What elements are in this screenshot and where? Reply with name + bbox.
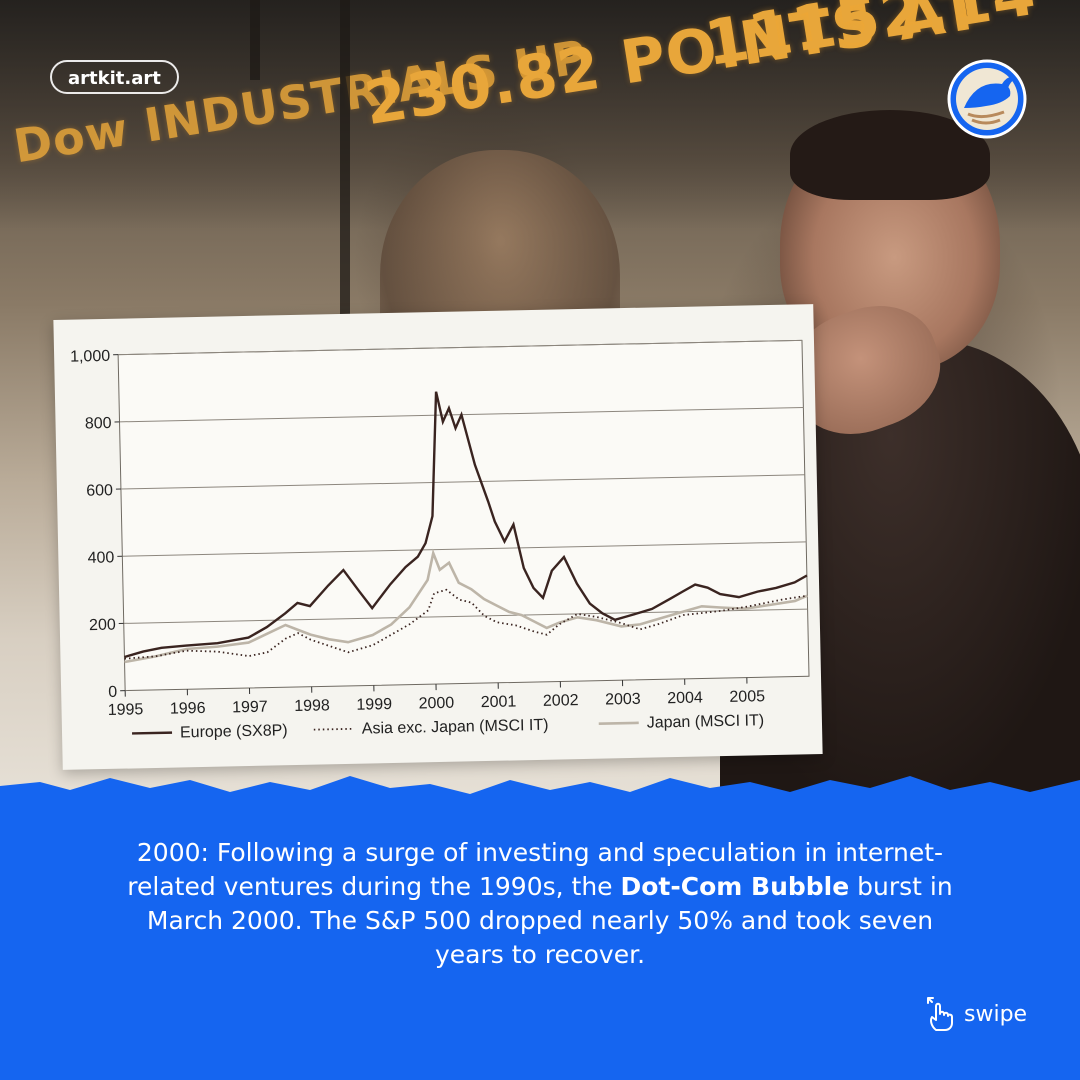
x-tick-label: 2002 xyxy=(543,692,579,710)
swipe-hint[interactable]: swipe xyxy=(926,994,1027,1034)
y-tick-label: 1,000 xyxy=(70,348,110,366)
x-tick-label: 2004 xyxy=(667,689,703,707)
x-tick-label: 1996 xyxy=(170,700,206,718)
x-tick-label: 2005 xyxy=(729,688,765,706)
brand-pill[interactable]: artkit.art xyxy=(50,60,179,94)
legend-swatch xyxy=(313,727,354,731)
y-tick-label: 600 xyxy=(86,482,113,500)
y-tick-label: 200 xyxy=(89,617,116,635)
caption-highlight: Dot-Com Bubble xyxy=(620,872,850,901)
caption-part-2: burst in March 2000. The S&P 500 dropped… xyxy=(146,872,953,969)
caption-text: 2000: Following a surge of investing and… xyxy=(120,836,960,972)
gridline-y xyxy=(123,608,808,624)
gridline-y xyxy=(118,339,802,356)
x-tick-label: 1999 xyxy=(356,696,392,714)
plot-area xyxy=(117,339,810,692)
hand-swipe-icon xyxy=(927,997,953,1031)
x-tick-label: 1998 xyxy=(294,697,330,715)
series-line-2 xyxy=(124,548,808,664)
gridline-y xyxy=(122,541,807,557)
swipe-label: swipe xyxy=(964,1001,1028,1027)
legend-label: Japan (MSCI IT) xyxy=(647,712,765,731)
pole xyxy=(250,0,260,80)
pole xyxy=(340,0,350,360)
x-tick-label: 1995 xyxy=(108,701,144,719)
legend-label: Europe (SX8P) xyxy=(180,722,288,741)
caption-part-1: 2000: Following a surge of investing and… xyxy=(127,838,944,901)
gridline-y xyxy=(120,474,805,490)
y-tick-label: 400 xyxy=(87,549,114,567)
trader-hair xyxy=(790,110,990,200)
y-tick-label: 0 xyxy=(108,684,117,701)
series-line-0 xyxy=(124,391,808,659)
x-tick-label: 2000 xyxy=(418,695,454,713)
line-chart: 0 200 400 600 800 1,000 1995 1996 1997 1998 1999 20… xyxy=(70,339,810,741)
x-tick-label: 2003 xyxy=(605,691,641,709)
torn-paper-edge xyxy=(0,776,1080,824)
whale-logo-icon xyxy=(947,59,1027,139)
legend-label: Asia exc. Japan (MSCI IT) xyxy=(362,717,549,738)
x-tick-label: 1997 xyxy=(232,699,268,717)
x-tick-label: 2001 xyxy=(481,693,517,711)
chart-card: 0 200 400 600 800 1,000 1995 1996 1997 1998 1999 20… xyxy=(53,304,823,770)
y-tick-label: 800 xyxy=(85,415,112,433)
legend-swatch xyxy=(598,721,639,725)
legend-swatch xyxy=(132,731,173,735)
series-line-1 xyxy=(124,588,808,660)
